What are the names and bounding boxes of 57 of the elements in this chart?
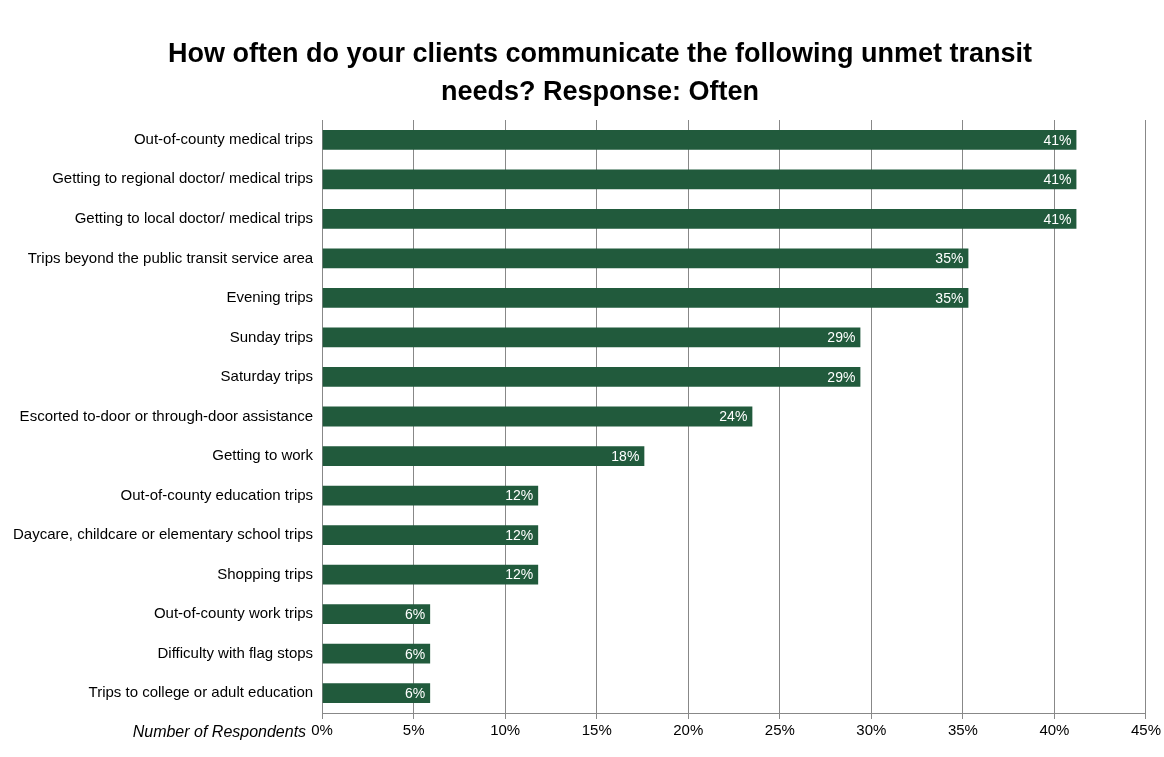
x-tick-label: 40% [1039,721,1070,739]
y-tick-label: Out-of-county education trips [120,485,314,503]
data-label: 24% [719,408,748,425]
y-tick-label: Difficulty with flag stops [157,643,314,661]
bar [322,485,539,506]
bar [322,248,969,269]
bar [322,643,431,664]
data-label: 6% [404,685,426,702]
y-tick-label: Getting to local doctor/ medical trips [74,208,314,226]
x-tick-label: 0% [311,721,333,739]
y-tick-label: Out-of-county medical trips [133,129,314,147]
y-tick-label: Out-of-county work trips [153,604,314,622]
bar [322,446,645,466]
y-tick-label: Shopping trips [217,564,314,582]
chart-title: How often do your clients communicate the following unmet transit needs? Response: Often [166,37,1034,108]
data-label: 12% [505,487,534,504]
bar [322,683,431,704]
y-tick-label: Daycare, childcare or elementary school trips [13,525,314,543]
bar [322,327,861,348]
bar [322,208,1077,229]
data-label: 41% [1043,171,1072,188]
bar [322,564,539,585]
y-tick-label: Getting to regional doctor/ medical trips [52,169,314,187]
bar [322,367,861,387]
data-label: 29% [827,368,856,385]
x-tick-label: 15% [581,721,612,739]
bar [322,604,431,625]
data-label: 18% [611,447,640,464]
bar [322,169,1077,190]
x-tick-label: 10% [490,721,521,739]
y-tick-label: Evening trips [226,288,314,306]
y-tick-label: Saturday trips [220,367,314,385]
x-tick-label: 45% [1130,721,1161,739]
x-axis-title: Number of Respondents [132,723,307,741]
x-tick-label: 25% [764,721,795,739]
x-tick-label: 20% [673,721,704,739]
data-label: 35% [935,289,964,306]
y-tick-label: Getting to work [212,446,314,464]
data-label: 29% [827,329,856,346]
data-label: 12% [505,566,534,583]
data-label: 6% [404,606,426,623]
bar [322,406,753,427]
x-tick-label: 35% [947,721,978,739]
data-label: 35% [935,250,964,267]
x-tick-label: 5% [402,721,425,739]
bar [322,129,1077,150]
x-tick-label: 30% [856,721,887,739]
y-tick-label: Trips to college or adult education [88,683,314,701]
y-tick-label: Sunday trips [229,327,314,345]
bar [322,288,969,308]
data-label: 41% [1043,131,1072,148]
data-label: 6% [404,645,426,662]
bar [322,525,539,545]
y-tick-label: Escorted to-door or through-door assistance [19,406,314,424]
data-label: 41% [1043,210,1072,227]
y-tick-label: Trips beyond the public transit service area [27,248,314,266]
data-label: 12% [505,526,534,543]
